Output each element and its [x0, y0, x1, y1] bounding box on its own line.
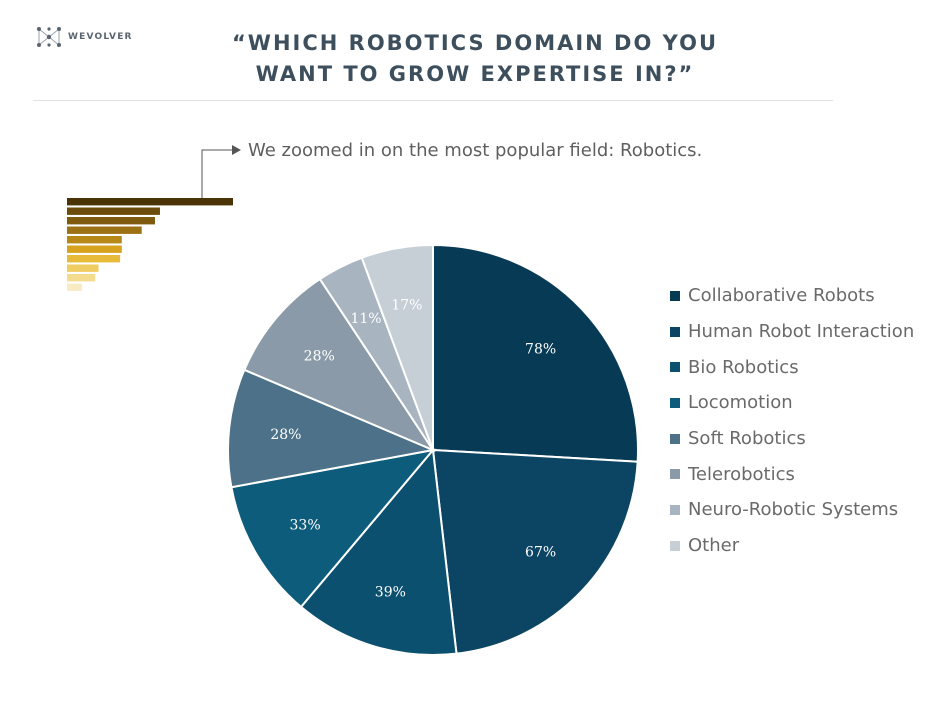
- pie-slice-collaborative-robots: [432, 243, 639, 463]
- pie-slice-human-robot-interaction: [431, 448, 639, 655]
- pie-data-label: 78%: [525, 341, 556, 357]
- pie-data-label: 17%: [391, 297, 422, 313]
- pie-slice-bio-robotics: [299, 447, 458, 656]
- legend-item: Bio Robotics: [670, 349, 914, 385]
- title-line-2: WANT TO GROW EXPERTISE IN?”: [255, 62, 695, 86]
- legend-swatch: [670, 469, 680, 480]
- legend-label: Neuro-Robotic Systems: [688, 499, 899, 521]
- legend-label: Other: [688, 535, 740, 557]
- legend-label: Locomotion: [688, 392, 793, 414]
- legend-swatch: [670, 362, 680, 373]
- page-title: “WHICH ROBOTICS DOMAIN DO YOU WANT TO GR…: [140, 28, 810, 90]
- pie-data-label: 33%: [290, 517, 321, 533]
- annotation-text: We zoomed in on the most popular field: …: [248, 140, 703, 161]
- legend-item: Other: [670, 528, 914, 564]
- pie-data-label: 39%: [375, 585, 406, 601]
- overview-bar-8: [67, 264, 99, 272]
- annotation-connector: [201, 149, 232, 198]
- overview-bar-2: [67, 207, 160, 215]
- pie-slice-telerobotics: [243, 277, 436, 453]
- overview-bar-10: [67, 283, 82, 291]
- pie-data-label: 28%: [270, 427, 301, 443]
- overview-bar-3: [67, 217, 155, 225]
- wevolver-logo: WEVOLVER: [36, 26, 133, 48]
- logo-text: WEVOLVER: [68, 32, 133, 42]
- title-divider: [33, 100, 833, 101]
- overview-bar-6: [67, 245, 122, 253]
- annotation-arrowhead: [232, 145, 241, 155]
- legend-item: Human Robot Interaction: [670, 314, 914, 350]
- pie-data-label: 28%: [304, 348, 335, 364]
- legend-swatch: [670, 326, 680, 337]
- legend-label: Bio Robotics: [688, 356, 799, 378]
- pie-slice-locomotion: [230, 448, 436, 609]
- legend-item: Locomotion: [670, 385, 914, 421]
- legend-item: Neuro-Robotic Systems: [670, 492, 914, 528]
- legend-item: Soft Robotics: [670, 421, 914, 457]
- pie-slice-soft-robotics: [227, 368, 437, 489]
- legend-item: Telerobotics: [670, 456, 914, 492]
- legend-swatch: [670, 397, 680, 408]
- legend-item: Collaborative Robots: [670, 278, 914, 314]
- pie-data-label: 67%: [525, 545, 556, 561]
- legend-swatch: [670, 504, 680, 515]
- overview-bar-5: [67, 236, 122, 244]
- legend-swatch: [670, 290, 680, 301]
- legend-label: Telerobotics: [688, 463, 795, 485]
- overview-bar-9: [67, 274, 96, 282]
- legend-swatch: [670, 540, 680, 551]
- title-line-1: “WHICH ROBOTICS DOMAIN DO YOU: [232, 31, 718, 55]
- overview-bar-7: [67, 255, 121, 263]
- wevolver-logo-icon: [37, 27, 61, 47]
- legend-label: Collaborative Robots: [688, 285, 875, 307]
- legend-label: Soft Robotics: [688, 428, 806, 450]
- pie-data-label: 11%: [350, 311, 381, 327]
- overview-bar-4: [67, 226, 142, 234]
- overview-bar-1: [67, 198, 233, 206]
- chart-legend: Collaborative Robots Human Robot Interact…: [670, 278, 914, 564]
- legend-label: Human Robot Interaction: [688, 321, 915, 343]
- legend-swatch: [670, 433, 680, 444]
- pie-slice-other: [360, 243, 434, 451]
